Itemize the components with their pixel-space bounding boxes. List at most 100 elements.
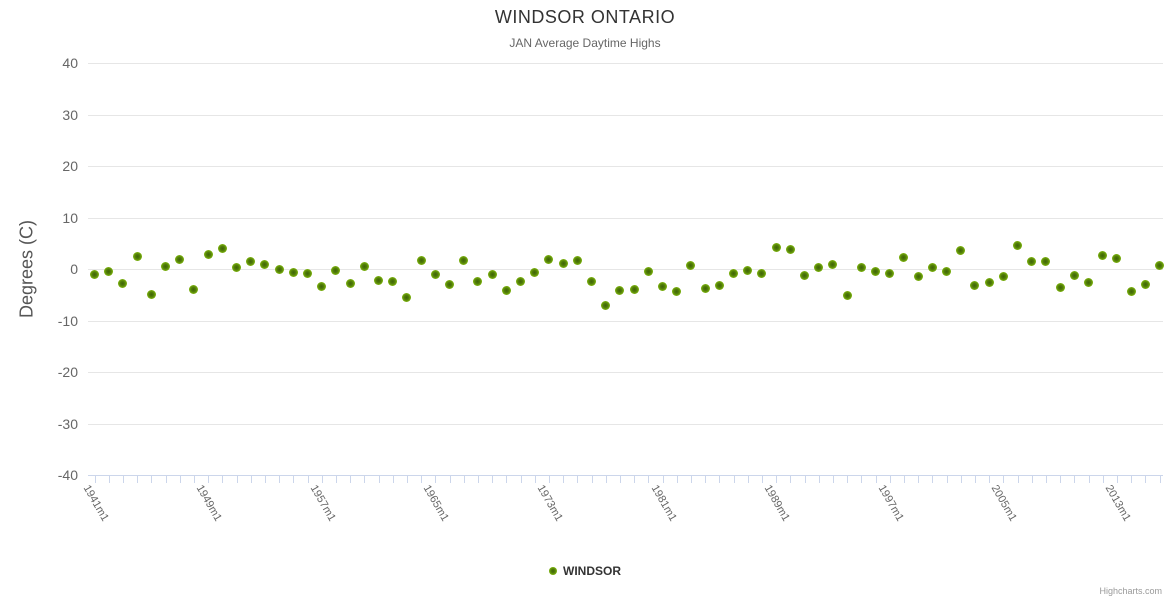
data-point[interactable] <box>729 268 738 278</box>
data-point[interactable] <box>785 245 795 255</box>
x-axis-tick <box>648 476 650 483</box>
x-axis-tick-label: 1989m1 <box>761 483 792 524</box>
data-point[interactable] <box>90 269 99 279</box>
data-point[interactable] <box>1084 278 1093 288</box>
data-point[interactable] <box>132 251 142 261</box>
data-point[interactable] <box>913 271 923 281</box>
data-point[interactable] <box>757 269 767 279</box>
x-axis-tick <box>946 476 948 483</box>
data-point[interactable] <box>118 278 128 288</box>
data-point[interactable] <box>516 277 525 287</box>
data-point[interactable] <box>984 278 994 288</box>
data-point[interactable] <box>700 283 710 293</box>
data-point[interactable] <box>217 243 227 253</box>
x-axis-tick <box>321 476 323 483</box>
x-axis-tick <box>776 476 778 483</box>
data-point[interactable] <box>1155 261 1164 271</box>
data-point[interactable] <box>1069 270 1079 280</box>
data-point[interactable] <box>402 293 412 303</box>
x-axis-tick <box>918 476 920 483</box>
data-point[interactable] <box>615 286 625 296</box>
legend-item-windsor[interactable]: WINDSOR <box>0 562 1170 580</box>
data-point[interactable] <box>672 286 682 296</box>
data-point[interactable] <box>1055 283 1065 293</box>
data-point[interactable] <box>558 259 568 269</box>
data-point[interactable] <box>416 255 426 265</box>
data-point[interactable] <box>274 264 284 274</box>
x-axis-tick <box>676 476 678 483</box>
data-point[interactable] <box>885 269 895 279</box>
data-point[interactable] <box>487 269 497 279</box>
data-point[interactable] <box>800 271 809 281</box>
data-point[interactable] <box>842 290 852 300</box>
data-point[interactable] <box>388 276 398 286</box>
x-axis-tick <box>392 476 394 483</box>
gridline <box>88 166 1163 167</box>
y-axis-tick-label: -20 <box>57 364 78 380</box>
data-point[interactable] <box>331 266 341 276</box>
data-point[interactable] <box>203 250 213 260</box>
data-point[interactable] <box>544 254 554 264</box>
data-point[interactable] <box>1098 250 1108 260</box>
data-point[interactable] <box>232 263 241 273</box>
data-point[interactable] <box>714 280 724 290</box>
data-point[interactable] <box>1027 256 1037 266</box>
data-point[interactable] <box>146 290 156 300</box>
x-axis-tick <box>208 476 210 483</box>
data-point[interactable] <box>501 285 511 295</box>
data-point[interactable] <box>317 282 327 291</box>
data-point[interactable] <box>374 275 383 285</box>
data-point[interactable] <box>828 259 838 269</box>
data-point[interactable] <box>899 252 909 262</box>
data-point[interactable] <box>927 263 937 273</box>
data-point[interactable] <box>643 267 653 277</box>
data-point[interactable] <box>686 261 696 271</box>
data-point[interactable] <box>459 255 469 265</box>
x-axis-tick-label: 1997m1 <box>875 483 906 524</box>
data-point[interactable] <box>658 282 667 291</box>
data-point[interactable] <box>288 268 298 278</box>
data-point[interactable] <box>1041 256 1051 266</box>
data-point[interactable] <box>530 267 540 277</box>
data-point[interactable] <box>956 245 966 255</box>
x-axis-line <box>88 475 1163 476</box>
credits-link[interactable]: Highcharts.com <box>1099 586 1162 596</box>
data-point[interactable] <box>814 262 824 272</box>
data-point[interactable] <box>1140 279 1150 289</box>
legend-label: WINDSOR <box>563 564 621 578</box>
data-point[interactable] <box>743 266 753 276</box>
data-point[interactable] <box>856 262 866 272</box>
x-axis-tick <box>662 476 664 483</box>
data-point[interactable] <box>942 266 951 276</box>
data-point[interactable] <box>473 277 483 287</box>
data-point[interactable] <box>260 259 270 269</box>
data-point[interactable] <box>998 271 1008 281</box>
x-axis-tick-label: 1965m1 <box>420 483 452 524</box>
data-point[interactable] <box>359 261 369 271</box>
data-point[interactable] <box>104 267 114 277</box>
data-point[interactable] <box>1126 286 1136 296</box>
data-point[interactable] <box>246 256 256 266</box>
x-axis-tick <box>960 476 962 483</box>
data-point[interactable] <box>601 300 611 310</box>
x-axis-tick <box>989 476 991 483</box>
data-point[interactable] <box>345 278 355 288</box>
x-axis-tick <box>406 476 408 483</box>
x-axis-tick <box>1145 476 1147 483</box>
x-axis-tick <box>250 476 252 483</box>
data-point[interactable] <box>445 279 454 289</box>
y-axis-tick-label: 0 <box>70 261 78 277</box>
data-point[interactable] <box>771 242 781 252</box>
data-point[interactable] <box>572 256 582 266</box>
data-point[interactable] <box>1013 241 1022 251</box>
data-point[interactable] <box>629 285 639 295</box>
data-point[interactable] <box>161 261 170 271</box>
data-point[interactable] <box>970 281 980 291</box>
data-point[interactable] <box>430 269 440 279</box>
data-point[interactable] <box>175 255 185 265</box>
data-point[interactable] <box>871 266 880 276</box>
data-point[interactable] <box>587 276 596 286</box>
data-point[interactable] <box>1112 254 1122 264</box>
data-point[interactable] <box>303 269 312 279</box>
data-point[interactable] <box>189 285 199 295</box>
